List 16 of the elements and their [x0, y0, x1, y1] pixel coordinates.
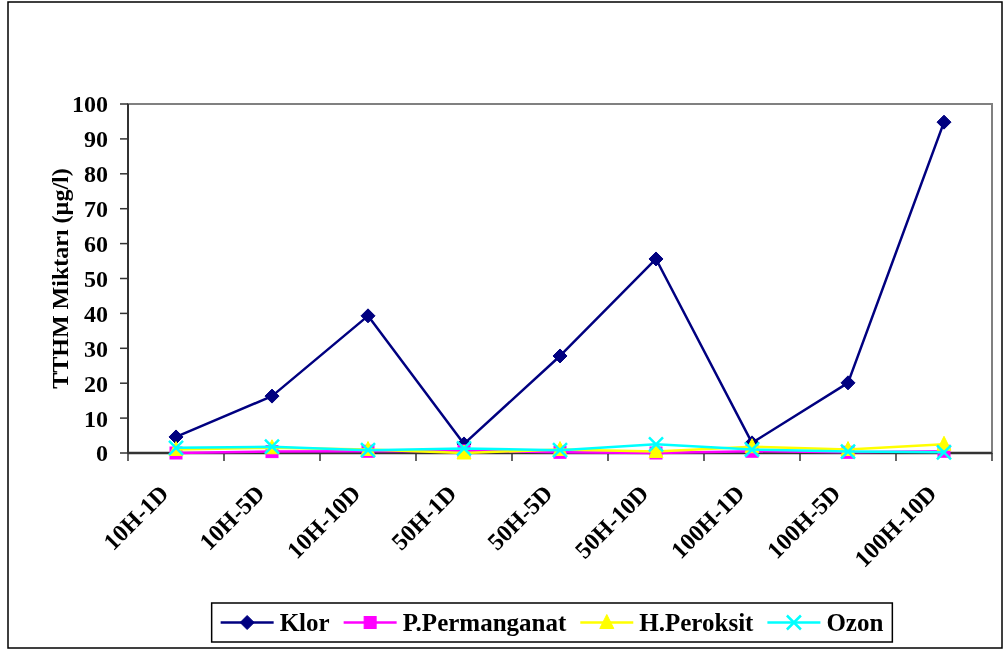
- legend-label: Ozon: [826, 609, 884, 637]
- y-axis-title: TTHM Miktarı (µg/l): [47, 168, 73, 389]
- legend-label: P.Permanganat: [402, 609, 567, 637]
- y-tick-label: 90: [84, 126, 108, 153]
- y-tick-label: 0: [96, 440, 108, 467]
- y-tick-label: 70: [84, 196, 108, 223]
- y-tick-label: 80: [84, 161, 108, 188]
- y-tick-label: 40: [84, 300, 108, 327]
- y-tick-label: 100: [72, 91, 108, 118]
- legend-label: Klor: [279, 609, 330, 637]
- legend-label: H.Peroksit: [639, 609, 755, 637]
- y-tick-label: 50: [84, 265, 108, 292]
- y-tick-label: 10: [84, 405, 108, 432]
- y-tick-label: 20: [84, 370, 108, 397]
- y-tick-label: 60: [84, 231, 108, 257]
- y-tick-label: 30: [84, 335, 108, 362]
